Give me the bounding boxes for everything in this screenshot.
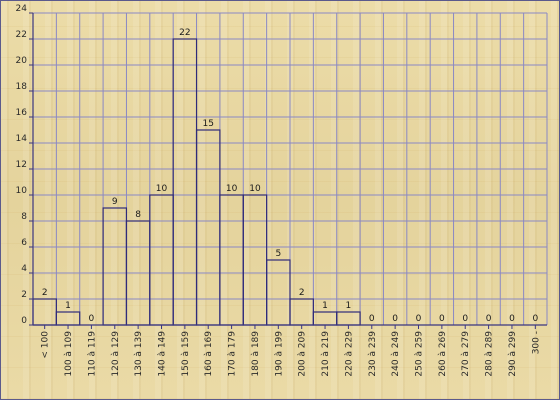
bar xyxy=(195,129,221,326)
x-tick-label: 300 - xyxy=(531,331,541,354)
bar xyxy=(312,311,338,326)
data-label: 1 xyxy=(346,301,352,311)
bar xyxy=(32,298,57,326)
x-tick-label: 160 à 169 xyxy=(204,331,214,377)
data-label: 0 xyxy=(416,314,422,324)
data-label: 5 xyxy=(275,249,281,259)
x-tick-label: 230 à 239 xyxy=(368,331,378,377)
data-label: 2 xyxy=(299,288,305,298)
data-label: 0 xyxy=(462,314,468,324)
data-label: 22 xyxy=(179,28,190,38)
x-tick-label: 260 à 269 xyxy=(438,331,448,377)
data-label: 8 xyxy=(135,210,141,220)
data-label: 0 xyxy=(439,314,445,324)
bar xyxy=(242,194,268,326)
bar xyxy=(336,311,361,326)
x-axis: < 100 100 à 109 110 à 119 120 à 129 130 à 13… xyxy=(33,324,547,377)
x-tick-label: 120 à 129 xyxy=(111,331,121,377)
data-label: 1 xyxy=(65,301,71,311)
data-label: 10 xyxy=(226,184,238,194)
y-tick-label: 24 xyxy=(16,4,28,14)
bar xyxy=(102,207,128,326)
y-tick-label: 0 xyxy=(21,316,27,326)
x-tick-label: 290 à 299 xyxy=(508,331,518,377)
bar xyxy=(289,298,314,326)
x-tick-label: 220 à 229 xyxy=(344,331,354,377)
data-label: 0 xyxy=(532,314,538,324)
bar xyxy=(149,194,174,326)
data-label: 0 xyxy=(509,314,515,324)
y-tick-label: 14 xyxy=(16,134,28,144)
data-label: 0 xyxy=(392,314,398,324)
y-tick-label: 10 xyxy=(16,186,28,196)
bar xyxy=(266,259,291,326)
data-label: 2 xyxy=(42,288,48,298)
data-label: 9 xyxy=(112,197,118,207)
y-tick-label: 22 xyxy=(16,30,27,40)
y-tick-label: 2 xyxy=(21,290,27,300)
y-tick-label: 8 xyxy=(21,212,27,222)
y-tick-label: 20 xyxy=(16,56,28,66)
x-tick-label: < 100 xyxy=(41,331,51,359)
y-tick-label: 12 xyxy=(16,160,27,170)
y-tick-label: 16 xyxy=(16,108,28,118)
x-tick-label: 170 à 179 xyxy=(228,331,238,377)
x-tick-label: 240 à 249 xyxy=(391,331,401,377)
bar xyxy=(219,194,244,326)
x-tick-label: 150 à 159 xyxy=(181,331,191,377)
bar xyxy=(55,311,81,326)
x-tick-label: 190 à 199 xyxy=(274,331,284,377)
x-tick-label: 250 à 259 xyxy=(415,331,425,377)
x-tick-label: 280 à 289 xyxy=(485,331,495,377)
x-tick-label: 180 à 189 xyxy=(251,331,261,377)
y-tick-label: 6 xyxy=(21,238,27,248)
x-tick-label: 140 à 149 xyxy=(158,331,168,377)
bar xyxy=(172,38,198,326)
bars xyxy=(32,38,361,326)
x-tick-label: 210 à 219 xyxy=(321,331,331,377)
data-label: 0 xyxy=(89,314,95,324)
data-label: 10 xyxy=(156,184,168,194)
x-tick-label: 130 à 139 xyxy=(134,331,144,377)
data-label: 1 xyxy=(322,301,328,311)
data-label: 0 xyxy=(486,314,492,324)
data-label: 15 xyxy=(203,119,214,129)
data-label: 10 xyxy=(249,184,261,194)
x-tick-label: 200 à 209 xyxy=(298,331,308,377)
x-tick-label: 110 à 119 xyxy=(87,331,97,377)
y-tick-label: 18 xyxy=(16,82,28,92)
y-tick-label: 4 xyxy=(21,264,27,274)
data-label: 0 xyxy=(369,314,375,324)
x-tick-label: 270 à 279 xyxy=(461,331,471,377)
x-tick-label: 100 à 109 xyxy=(64,331,74,377)
